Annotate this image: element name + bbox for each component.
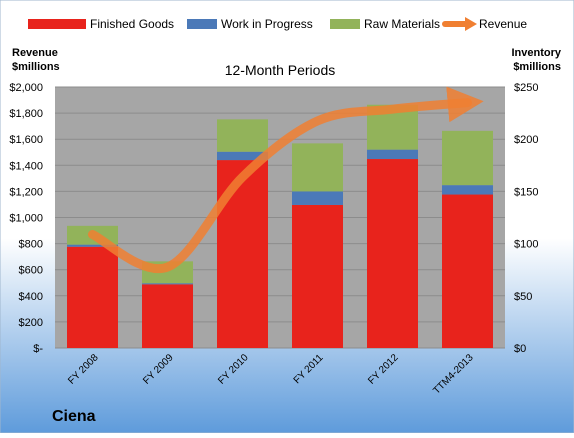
bar-segment [217, 151, 268, 161]
right-tick-label: $0 [514, 343, 526, 355]
bar-segment [292, 143, 343, 192]
left-tick-label: $1,200 [9, 186, 43, 198]
bar-segment [442, 185, 493, 195]
left-tick-label: $400 [19, 291, 43, 303]
bar-segment [67, 246, 118, 348]
bar-segment [67, 244, 118, 247]
right-axis-title-line1: Inventory [511, 47, 561, 59]
right-tick-label: $250 [514, 82, 538, 94]
bar-segment [142, 283, 193, 285]
bar-segment [367, 159, 418, 348]
legend-item: Finished Goods [28, 17, 174, 31]
legend-label: Revenue [479, 17, 527, 31]
right-tick-label: $150 [514, 186, 538, 198]
legend-arrow [465, 17, 477, 31]
legend-item: Work in Progress [187, 17, 313, 31]
revenue-line-path [88, 86, 484, 274]
chart-title: 12-Month Periods [225, 62, 336, 78]
bar-segment [442, 194, 493, 348]
legend-swatch [330, 19, 360, 29]
right-tick-label: $50 [514, 291, 532, 303]
bar-segment [292, 191, 343, 205]
bars [67, 104, 493, 348]
legend-swatch [187, 19, 217, 29]
right-tick-label: $200 [514, 134, 538, 146]
left-axis-title-line2: $millions [12, 61, 60, 73]
left-tick-label: $2,000 [9, 82, 43, 94]
legend-label: Raw Materials [364, 17, 440, 31]
right-tick-label: $100 [514, 239, 538, 251]
revenue-line [88, 86, 484, 274]
bar-segment [217, 119, 268, 152]
legend-label: Work in Progress [221, 17, 313, 31]
left-tick-label: $- [33, 343, 43, 355]
right-axis-ticks: $0 $50 $100 $150 $200 $250 [514, 82, 538, 355]
bar-segment [442, 130, 493, 186]
bar-segment [292, 204, 343, 348]
company-name: Ciena [52, 408, 96, 425]
legend-item: Raw Materials [330, 17, 440, 31]
left-tick-label: $600 [19, 265, 43, 277]
left-tick-label: $1,800 [9, 108, 43, 120]
legend: Finished Goods Work in Progress Raw Materi… [28, 17, 527, 31]
left-tick-label: $1,600 [9, 134, 43, 146]
left-tick-label: $1,400 [9, 160, 43, 172]
left-tick-label: $800 [19, 239, 43, 251]
legend-swatch [28, 19, 86, 29]
left-axis-title-line1: Revenue [12, 47, 58, 59]
legend-item: Revenue [442, 17, 527, 31]
legend-label: Finished Goods [90, 17, 174, 31]
left-tick-label: $1,000 [9, 213, 43, 225]
left-tick-label: $200 [19, 317, 43, 329]
left-axis-ticks: $- $200 $400 $600 $800 $1,000 $1,200 $1,400 $1,6… [9, 82, 43, 355]
right-axis-title-line2: $millions [513, 61, 561, 73]
bar-segment [142, 284, 193, 348]
bar-segment [217, 160, 268, 348]
bar-segment [367, 149, 418, 160]
